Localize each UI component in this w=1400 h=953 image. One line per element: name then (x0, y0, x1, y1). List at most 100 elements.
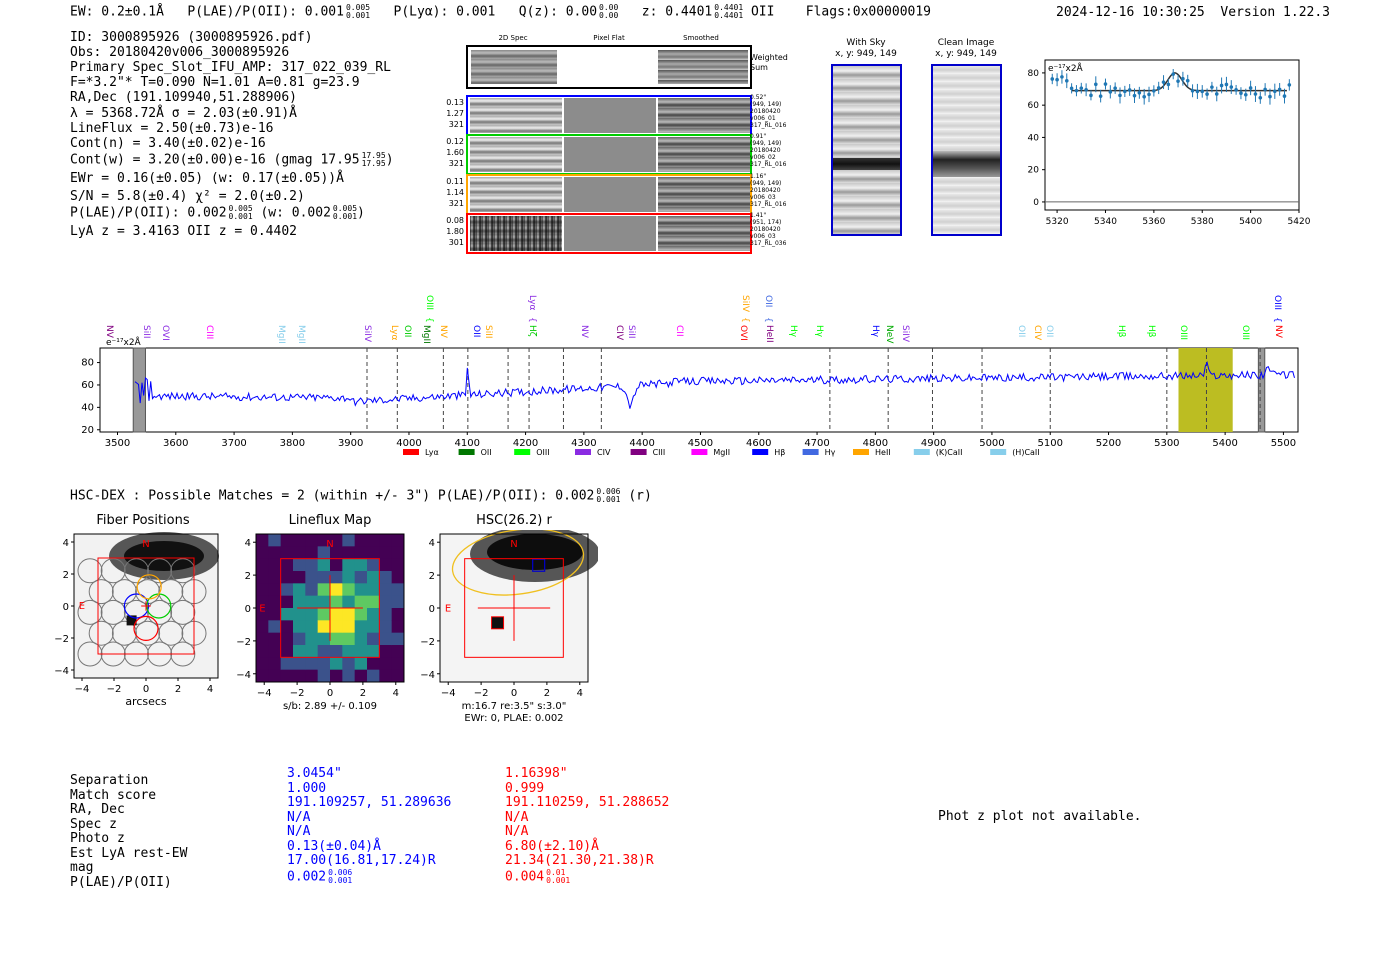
lineflux-pixel (317, 645, 331, 658)
info-contn: Cont(n) = 3.40(±0.02)e-16 (70, 136, 266, 151)
info-contw: Cont(w) = 3.20(±0.00)e-16 (gmag 17.95 17.… (70, 151, 394, 168)
panel-frame (73, 533, 219, 679)
lineflux-pixel (280, 620, 294, 634)
spectral-line-label: OIII (424, 295, 434, 310)
lineflux-pixel (379, 595, 393, 609)
zoom-data-point (1234, 88, 1238, 92)
panel-xtick-label: −4 (441, 688, 456, 699)
panel-ytick-label: −2 (54, 634, 69, 645)
lineflux-pixel (354, 546, 368, 560)
timestamp: 2024-12-16 10:30:25 (1056, 5, 1205, 20)
legend-swatch (514, 449, 531, 455)
col-smoothed: Smoothed (683, 34, 719, 42)
match-value-text: 191.110259, 51.288652 (505, 795, 670, 810)
galaxy-ellipse (451, 530, 585, 596)
spectral-line-label: NV (104, 325, 114, 339)
clean-image-xy: x, y: 949, 149 (935, 49, 997, 59)
hsc-galaxy-core (487, 534, 583, 570)
fiber-circle (170, 599, 196, 625)
cutout-right-value: 0.52" (750, 94, 767, 101)
cutout-left-value: 1.27 (446, 109, 464, 118)
lineflux-pixel (317, 657, 331, 671)
lineflux-pixel (342, 534, 356, 547)
lineflux-pixel (317, 571, 331, 584)
info-sn: S/N = 5.8(±0.4) χ² = 2.0(±0.2) (70, 189, 305, 204)
lineflux-pixel (379, 620, 393, 634)
spectral-line-label: SiIV (740, 295, 750, 313)
lineflux-pixel (391, 558, 405, 572)
lineflux-pixel (268, 632, 282, 646)
cutout-row (466, 95, 752, 136)
spectrum-xtick-label: 4700 (804, 438, 829, 449)
match-value: 21.34(21.30,21.38)R (505, 853, 669, 869)
spectral-line-label: OII (471, 325, 481, 337)
spectrum-xtick-label: 4400 (629, 438, 654, 449)
clean-image-label: Clean Image (937, 38, 995, 48)
hsc-xlabel-1: m:16.7 re:3.5" s:3.0" (462, 701, 567, 712)
lineflux-pixel (280, 534, 294, 547)
with-sky-label: With Sky (846, 38, 886, 48)
lineflux-pixel (342, 558, 356, 572)
info-primary: Primary Spec_Slot_IFU_AMP: 317_022_039_R… (70, 60, 391, 75)
zoom-data-point (1176, 79, 1180, 83)
match-value-text: 17.00(16.81,17.24)R (287, 853, 436, 868)
hsc-image-panel: N E 4 −4 2 −2 0 0 −2 2 −4 4 m:16.7 re:3.5" s:3.0"EWr… (420, 530, 598, 724)
match-row-label: RA, Dec (70, 802, 125, 817)
with-sky-xy: x, y: 949, 149 (835, 49, 897, 59)
cutout-right-value: 317_RL_016 (750, 122, 787, 129)
spectral-line-bracket: { (1272, 317, 1282, 323)
spectrum-xtick-label: 4500 (688, 438, 713, 449)
lineflux-pixel (342, 645, 356, 658)
cutout-left-value: 321 (448, 199, 464, 208)
lineflux-pixel (391, 595, 405, 609)
lineflux-pixel (256, 645, 269, 658)
match-value: 1.16398" (505, 766, 669, 782)
legend-swatch (802, 449, 819, 455)
match-value-text: N/A (505, 824, 529, 839)
match-value-text: 1.16398" (505, 766, 568, 781)
lineflux-pixel (367, 645, 380, 658)
cutout-flat-strip (564, 216, 656, 251)
lineflux-pixel (330, 546, 343, 560)
spectrum-ytick-label: 80 (81, 358, 94, 369)
spectral-line-label: SiII (483, 325, 493, 339)
panel-xtick-label: 4 (393, 688, 399, 699)
spectral-line-marker: Lyα { (527, 295, 537, 323)
spectrum-plot-frame (99, 347, 1299, 433)
match-value: 0.999 (505, 781, 669, 797)
spectral-line-label: OII (1044, 325, 1054, 337)
lineflux-pixel (293, 632, 306, 646)
spectral-line-label: CII (674, 325, 684, 337)
match-value-text: N/A (287, 809, 311, 825)
match-value: 191.110259, 51.288652 (505, 795, 670, 811)
match-value-text: N/A (287, 824, 311, 839)
zoom-data-point (1214, 92, 1219, 96)
lineflux-pixel (354, 583, 368, 597)
lineflux-pixel (280, 669, 294, 683)
fiber-circle (170, 558, 196, 584)
lineflux-pixel (330, 645, 343, 658)
spectral-line-label: Lyα (389, 325, 399, 341)
cutout-2d-strip (470, 137, 562, 172)
spectrum-xtick-label: 3900 (338, 438, 363, 449)
compass-e: E (259, 603, 265, 614)
zoom-data-point (1113, 86, 1117, 90)
lineflux-pixel (268, 583, 282, 597)
lineflux-pixel (367, 583, 380, 597)
zoom-data-point (1064, 78, 1069, 83)
zoom-data-point (1089, 93, 1093, 98)
spectrum-xtick-label: 4100 (455, 438, 480, 449)
match-value: 191.109257, 51.289636 (287, 795, 451, 811)
lineflux-pixel (256, 571, 269, 584)
lineflux-pixel (330, 595, 343, 609)
spectral-line-marker: SiIV { (740, 295, 750, 323)
spectrum-xtick-label: 4800 (863, 438, 888, 449)
info-plae-w: (w: 0.002 (260, 205, 331, 221)
lineflux-pixel (305, 608, 319, 621)
lineflux-pixel (367, 558, 380, 572)
lineflux-pixel (342, 657, 356, 671)
version: Version 1.22.3 (1220, 5, 1330, 20)
spectrum-xtick-label: 4200 (513, 438, 538, 449)
lineflux-pixel (268, 620, 282, 634)
info-fit: F=*3.2"* T=0.090 N=1.01 A=0.81 g=23.9 (70, 75, 360, 90)
